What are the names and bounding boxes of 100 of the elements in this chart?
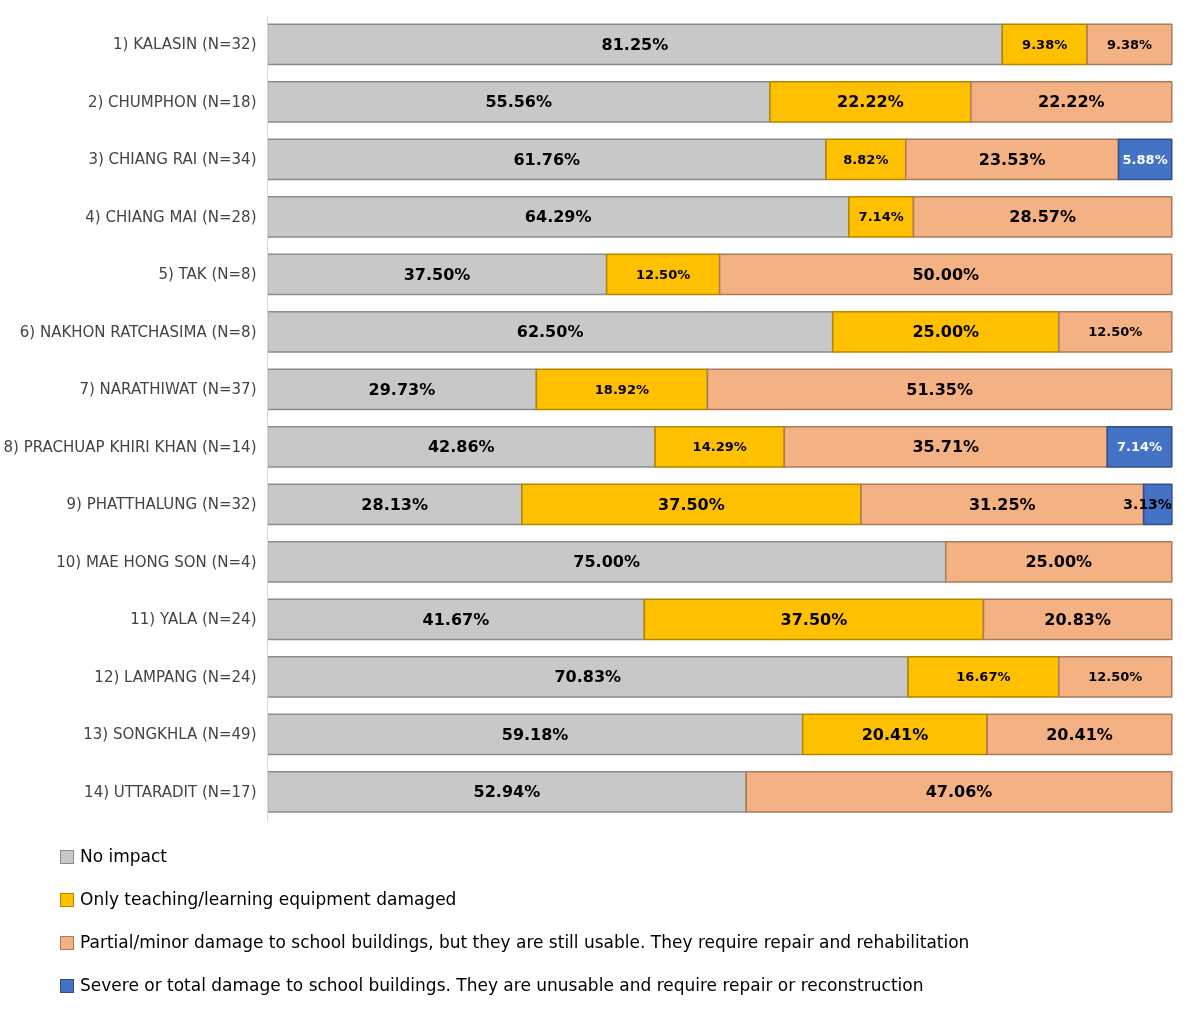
data-label: 50.00%: [912, 264, 980, 284]
bar: [706, 368, 1173, 411]
bar: [267, 368, 538, 411]
data-label: 28.13%: [361, 494, 429, 514]
y-tick-label: 12) LAMPANG (N=24): [94, 667, 257, 686]
data-label: 55.56%: [485, 92, 553, 112]
bar: [605, 253, 721, 296]
data-label: 20.83%: [1044, 609, 1111, 629]
bar: [982, 598, 1173, 641]
data-label: 35.71%: [912, 437, 980, 457]
bar: [267, 425, 656, 468]
y-tick-label: 6) NAKHON RATCHASIMA (N=8): [19, 322, 257, 341]
data-label: 41.67%: [422, 609, 490, 629]
bar: [267, 598, 646, 641]
data-label: 23.53%: [978, 149, 1046, 169]
bar: [769, 80, 972, 123]
bar: [521, 483, 862, 526]
data-label: 59.18%: [501, 724, 569, 744]
bar: [831, 310, 1060, 353]
y-tick-label: 11) YALA (N=24): [130, 610, 257, 629]
bar: [944, 540, 1173, 583]
bar: [801, 713, 988, 756]
data-label: 37.50%: [780, 609, 848, 629]
bar: [986, 713, 1173, 756]
data-label: 12.50%: [1088, 669, 1143, 685]
data-label: 31.25%: [968, 494, 1036, 514]
legend-label: Only teaching/learning equipment damaged: [80, 888, 457, 912]
data-label: 51.35%: [906, 379, 973, 399]
bar: [1058, 310, 1173, 353]
y-tick-label: 14) UTTARADIT (N=17): [84, 782, 257, 801]
data-label: 5.88%: [1122, 151, 1168, 167]
data-label: 9.38%: [1106, 36, 1153, 52]
data-label: 75.00%: [573, 552, 640, 572]
data-label: 29.73%: [368, 379, 436, 399]
data-label: 20.41%: [1046, 724, 1113, 744]
data-label: 8.82%: [843, 151, 889, 167]
bar: [643, 598, 985, 641]
bar: [267, 23, 1003, 66]
data-label: 7.14%: [858, 209, 904, 225]
legend-label: Severe or total damage to school buildings. They are unusable and require repair or reconstruction: [80, 974, 924, 998]
bar: [970, 80, 1173, 123]
bar: [718, 253, 1173, 296]
data-label: 81.25%: [601, 34, 669, 54]
data-label: 7.14%: [1116, 439, 1163, 455]
bar: [267, 770, 747, 813]
legend-label: Partial/minor damage to school buildings, but they are still usable. They require repair and rehabilitation: [80, 931, 970, 955]
bar: [745, 770, 1173, 813]
bar: [267, 540, 947, 583]
bar: [1106, 425, 1173, 468]
data-label: 22.22%: [837, 92, 904, 112]
data-label: 61.76%: [513, 149, 581, 169]
data-label: 28.57%: [1009, 207, 1076, 227]
y-tick-label: 3) CHIANG RAI (N=34): [88, 150, 257, 169]
bar: [1058, 655, 1173, 698]
data-label: 9.38%: [1022, 36, 1068, 52]
bar: [267, 195, 850, 238]
data-label: 25.00%: [1025, 552, 1093, 572]
y-tick-label: 8) PRACHUAP KHIRI KHAN (N=14): [3, 437, 257, 456]
data-label: 12.50%: [1088, 324, 1143, 340]
data-label: 64.29%: [524, 207, 592, 227]
data-label: 42.86%: [427, 437, 495, 457]
y-tick-label: 13) SONGKHLA (N=49): [83, 725, 257, 744]
data-label: 18.92%: [594, 381, 649, 397]
y-tick-label: 1) KALASIN (N=32): [113, 35, 257, 54]
y-tick-label: 5) TAK (N=8): [158, 265, 257, 284]
bar: [848, 195, 915, 238]
bar: [267, 713, 804, 756]
bar: [267, 655, 909, 698]
data-label: 37.50%: [403, 264, 471, 284]
bar: [267, 310, 834, 353]
bar: [267, 80, 771, 123]
bar: [912, 195, 1173, 238]
y-tick-label: 7) NARATHIWAT (N=37): [79, 380, 257, 399]
y-tick-label: 2) CHUMPHON (N=18): [87, 92, 257, 111]
bar: [905, 138, 1120, 181]
y-tick-label: 10) MAE HONG SON (N=4): [56, 552, 257, 571]
data-label: 52.94%: [473, 782, 541, 802]
bar: [1086, 23, 1173, 66]
data-label: 12.50%: [636, 266, 691, 282]
bar: [535, 368, 709, 411]
data-label: 47.06%: [925, 782, 993, 802]
bar: [654, 425, 786, 468]
data-label: 37.50%: [658, 494, 725, 514]
bar: [825, 138, 907, 181]
data-label: 62.50%: [516, 322, 584, 342]
data-label: 20.41%: [861, 724, 929, 744]
data-label: 25.00%: [912, 322, 980, 342]
bar: [1001, 23, 1088, 66]
y-tick-label: 9) PHATTHALUNG (N=32): [66, 495, 257, 514]
data-label: 16.67%: [956, 669, 1011, 685]
y-tick-label: 4) CHIANG MAI (N=28): [85, 207, 257, 226]
bar: [267, 138, 827, 181]
data-label: 14.29%: [692, 439, 747, 455]
data-label: 22.22%: [1038, 92, 1105, 112]
bar: [267, 253, 608, 296]
bar: [783, 425, 1108, 468]
bar: [907, 655, 1060, 698]
bar: [267, 483, 523, 526]
legend-label: No impact: [80, 845, 168, 869]
data-label: 70.83%: [554, 667, 622, 687]
